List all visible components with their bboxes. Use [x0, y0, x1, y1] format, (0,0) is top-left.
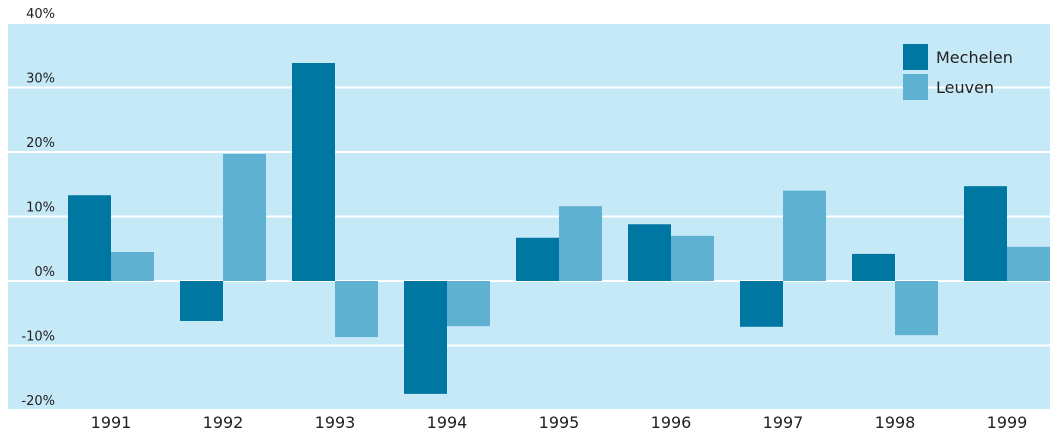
x-tick-label: 1996: [651, 413, 692, 432]
bar: [223, 153, 266, 281]
y-tick-label: 10%: [26, 201, 55, 216]
x-tick-label: 1997: [763, 413, 804, 432]
bar: [559, 206, 602, 281]
x-tick-label: 1998: [875, 413, 916, 432]
x-tick-label: 1991: [91, 413, 132, 432]
bar: [783, 190, 826, 281]
bar: [852, 253, 895, 281]
bar: [628, 224, 671, 281]
bar: [180, 281, 223, 321]
legend-swatch: [903, 44, 928, 70]
y-tick-label: -10%: [21, 330, 55, 345]
bar: [1007, 246, 1050, 281]
bar: [68, 195, 111, 281]
legend-swatch: [903, 74, 928, 100]
bar: [964, 186, 1007, 281]
bar: [516, 237, 559, 281]
bar: [447, 281, 490, 327]
bar: [671, 235, 714, 281]
bar: [740, 281, 783, 327]
bar: [111, 251, 154, 281]
y-tick-label: 20%: [26, 136, 55, 151]
bar: [335, 281, 378, 338]
x-tick-label: 1995: [539, 413, 580, 432]
x-tick-label: 1999: [987, 413, 1028, 432]
x-tick-label: 1992: [203, 413, 244, 432]
legend-label: Leuven: [936, 78, 994, 97]
x-tick-label: 1994: [427, 413, 468, 432]
y-tick-label: 30%: [26, 72, 55, 87]
legend-label: Mechelen: [936, 48, 1013, 67]
bar: [895, 281, 938, 336]
x-tick-label: 1993: [315, 413, 356, 432]
y-tick-label: 40%: [26, 7, 55, 22]
y-tick-label: -20%: [21, 394, 55, 409]
y-tick-label: 0%: [34, 265, 55, 280]
bar: [404, 281, 447, 394]
bar: [292, 62, 335, 281]
